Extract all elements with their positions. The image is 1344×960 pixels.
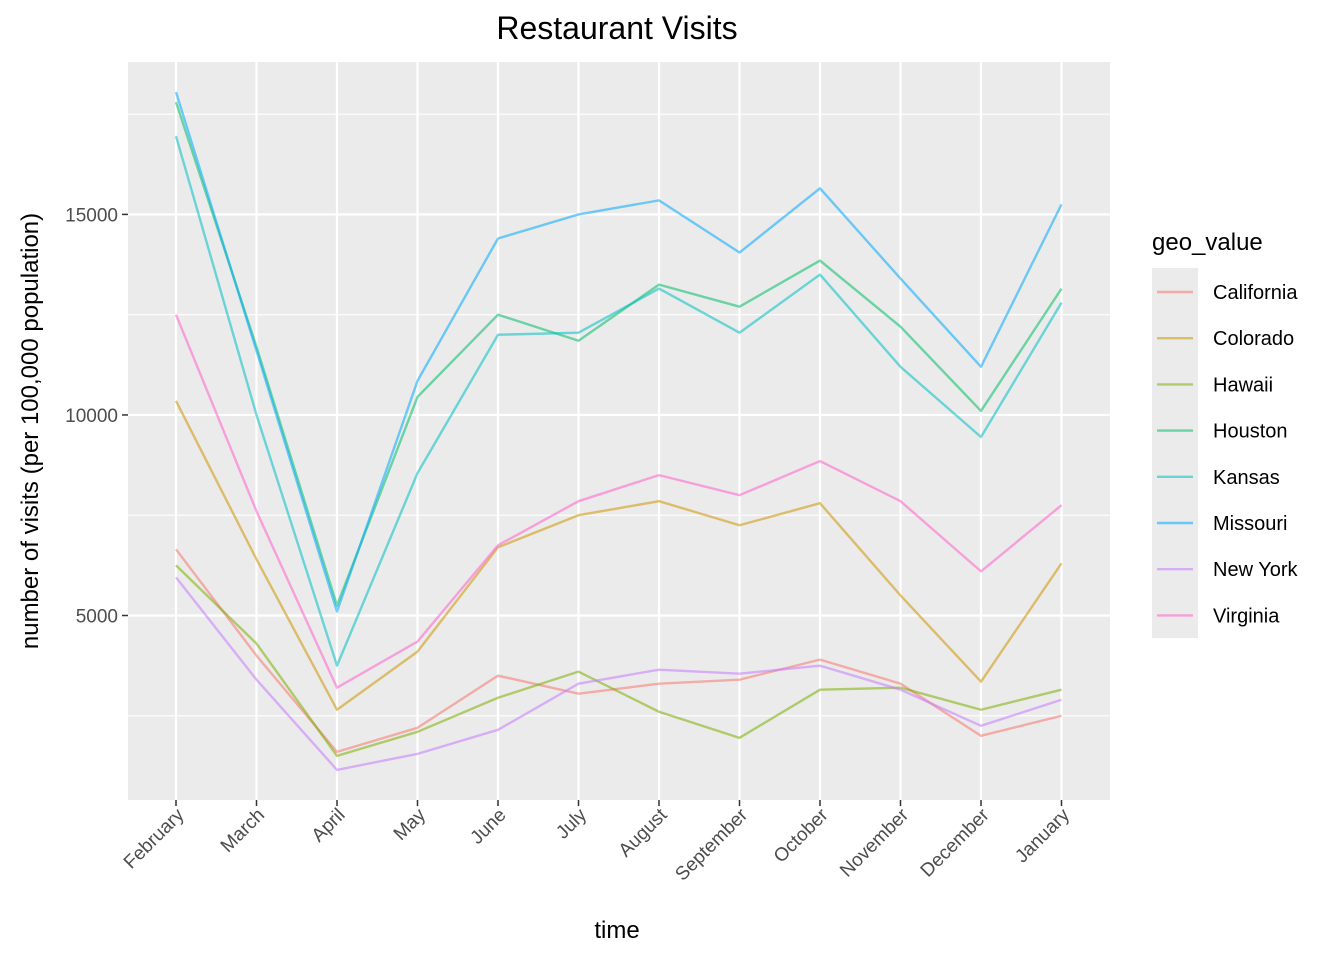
legend-label: Virginia xyxy=(1213,605,1280,627)
x-axis-title: time xyxy=(594,917,639,944)
legend-label: Colorado xyxy=(1213,328,1294,350)
y-axis: 5000 10000 15000 xyxy=(65,205,128,628)
legend: geo_value California Colorado Hawaii Housto… xyxy=(1152,229,1298,638)
chart-title: Restaurant Visits xyxy=(496,10,737,46)
x-tick-label: August xyxy=(615,804,672,861)
legend-title: geo_value xyxy=(1152,229,1263,256)
grid-lines xyxy=(128,62,1110,800)
legend-label: Kansas xyxy=(1213,467,1280,489)
x-tick-label: December xyxy=(917,804,994,881)
y-axis-title: number of visits (per 100,000 population… xyxy=(17,213,44,649)
legend-label: California xyxy=(1213,282,1298,304)
x-tick-label: April xyxy=(308,805,350,847)
x-tick-label: March xyxy=(217,805,269,857)
legend-label: Hawaii xyxy=(1213,374,1273,396)
x-tick-label: February xyxy=(120,804,189,873)
series-line-virginia xyxy=(174,314,1063,689)
series-lines xyxy=(174,91,1063,772)
x-tick-label: September xyxy=(671,804,752,885)
legend-label: New York xyxy=(1213,559,1298,581)
legend-key-background xyxy=(1152,268,1198,638)
series-line-missouri xyxy=(174,91,1063,613)
legend-label: Houston xyxy=(1213,421,1288,443)
y-tick-label: 10000 xyxy=(65,406,118,427)
x-tick-label: June xyxy=(467,805,511,849)
x-tick-label: July xyxy=(552,804,591,843)
x-axis: February March April May June July August Septe… xyxy=(120,800,1074,885)
series-line-kansas xyxy=(174,135,1063,667)
x-tick-label: January xyxy=(1011,804,1074,867)
series-line-new-york xyxy=(175,576,1062,772)
series-line-hawaii xyxy=(175,564,1062,758)
y-tick-label: 5000 xyxy=(76,607,118,628)
x-tick-label: November xyxy=(836,804,913,881)
legend-label: Missouri xyxy=(1213,513,1287,535)
series-line-colorado xyxy=(174,400,1063,711)
x-tick-label: May xyxy=(390,804,431,845)
x-tick-label: October xyxy=(770,804,833,867)
y-tick-label: 15000 xyxy=(65,205,118,226)
series-line-houston xyxy=(174,101,1063,607)
